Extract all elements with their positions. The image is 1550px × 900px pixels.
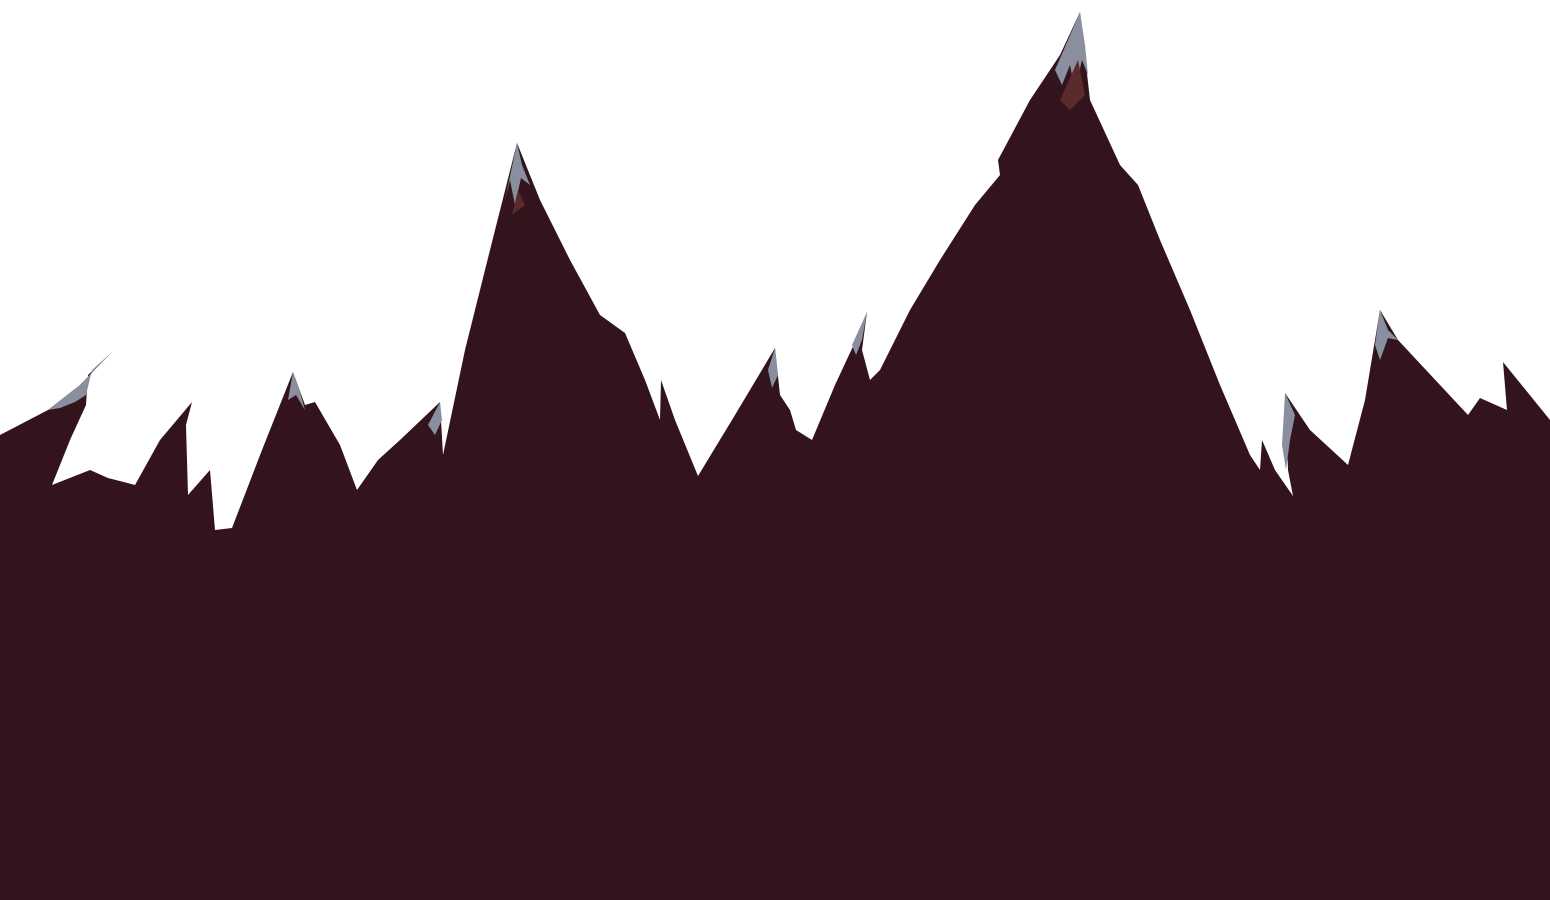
snow-cap-peak-mid [505, 143, 530, 205]
snow-cap-peak-main [1055, 12, 1088, 90]
snow-cap-left [48, 352, 112, 410]
snow-cap-peak-small [288, 372, 305, 410]
rock-highlight-main [1060, 60, 1085, 110]
rock-highlight-mid [512, 190, 525, 215]
snow-cap-mid-left [428, 402, 442, 435]
snow-cap-right [1375, 310, 1398, 360]
snow-cap-center [852, 312, 867, 355]
snow-cap-far-right [1282, 393, 1295, 470]
mountain-range [0, 12, 1550, 900]
snow-cap-small-right [768, 348, 778, 388]
